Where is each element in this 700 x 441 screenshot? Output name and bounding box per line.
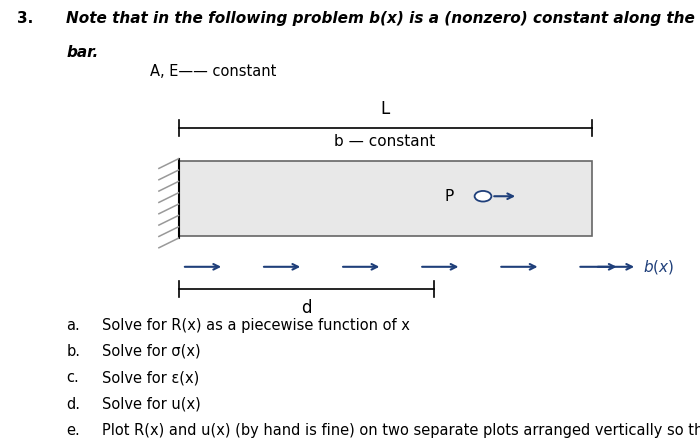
Text: Note that in the following problem b(x) is a (nonzero) constant along the entire: Note that in the following problem b(x) … (66, 11, 700, 26)
Text: c.: c. (66, 370, 79, 385)
Text: b — constant: b — constant (335, 134, 435, 149)
Text: A, E—— constant: A, E—— constant (150, 64, 277, 79)
Text: bar.: bar. (66, 45, 99, 60)
Text: b.: b. (66, 344, 80, 359)
Text: 3.: 3. (18, 11, 34, 26)
Text: Plot R(x) and u(x) (by hand is fine) on two separate plots arranged vertically s: Plot R(x) and u(x) (by hand is fine) on … (102, 423, 700, 438)
Text: Solve for u(x): Solve for u(x) (102, 397, 200, 412)
Text: e.: e. (66, 423, 80, 438)
Bar (178, 161, 592, 236)
Text: Solve for ε(x): Solve for ε(x) (102, 370, 199, 385)
Text: Solve for R(x) as a piecewise function of x: Solve for R(x) as a piecewise function o… (102, 318, 409, 333)
Text: $b(x)$: $b(x)$ (643, 258, 674, 276)
Text: d.: d. (66, 397, 80, 412)
Text: L: L (380, 100, 390, 118)
Text: Solve for σ(x): Solve for σ(x) (102, 344, 200, 359)
Circle shape (475, 191, 491, 202)
Text: a.: a. (66, 318, 80, 333)
Text: P: P (444, 189, 454, 204)
Text: d: d (301, 299, 312, 317)
